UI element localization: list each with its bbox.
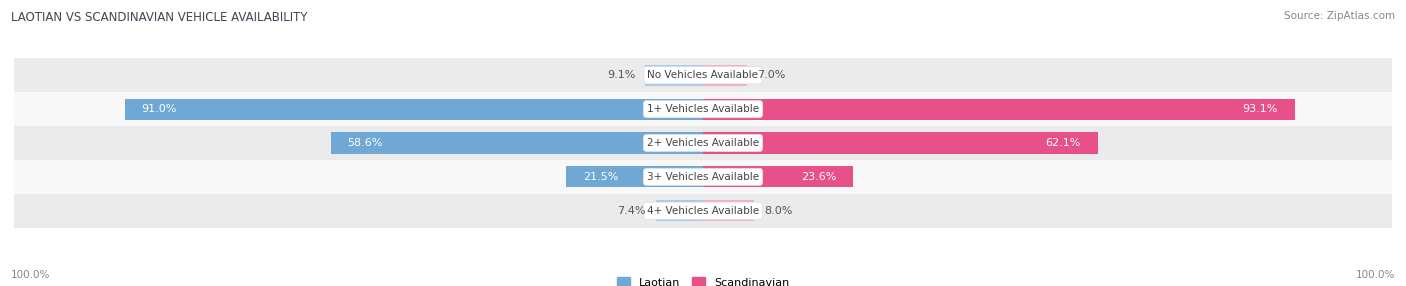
Bar <box>703 132 1098 154</box>
Text: 100.0%: 100.0% <box>11 270 51 280</box>
FancyBboxPatch shape <box>14 92 1392 126</box>
Text: 7.0%: 7.0% <box>758 70 786 80</box>
Bar <box>330 132 703 154</box>
Text: 1+ Vehicles Available: 1+ Vehicles Available <box>647 104 759 114</box>
Text: 3+ Vehicles Available: 3+ Vehicles Available <box>647 172 759 182</box>
Bar <box>125 99 703 120</box>
Text: 21.5%: 21.5% <box>583 172 619 182</box>
FancyBboxPatch shape <box>14 126 1392 160</box>
Bar <box>703 99 1295 120</box>
Text: 7.4%: 7.4% <box>617 206 645 216</box>
Bar <box>567 166 703 187</box>
Legend: Laotian, Scandinavian: Laotian, Scandinavian <box>617 277 789 286</box>
FancyBboxPatch shape <box>14 160 1392 194</box>
Bar <box>645 65 703 86</box>
Text: Source: ZipAtlas.com: Source: ZipAtlas.com <box>1284 11 1395 21</box>
Bar <box>703 200 754 221</box>
Bar <box>703 166 853 187</box>
FancyBboxPatch shape <box>14 58 1392 92</box>
Text: 100.0%: 100.0% <box>1355 270 1395 280</box>
Text: 9.1%: 9.1% <box>607 70 636 80</box>
Bar <box>657 200 703 221</box>
Text: 93.1%: 93.1% <box>1243 104 1278 114</box>
Text: 8.0%: 8.0% <box>763 206 792 216</box>
Text: 4+ Vehicles Available: 4+ Vehicles Available <box>647 206 759 216</box>
Text: 62.1%: 62.1% <box>1046 138 1081 148</box>
Text: 58.6%: 58.6% <box>347 138 382 148</box>
Bar <box>703 65 748 86</box>
Text: No Vehicles Available: No Vehicles Available <box>648 70 758 80</box>
Text: LAOTIAN VS SCANDINAVIAN VEHICLE AVAILABILITY: LAOTIAN VS SCANDINAVIAN VEHICLE AVAILABI… <box>11 11 308 24</box>
Text: 91.0%: 91.0% <box>142 104 177 114</box>
Text: 2+ Vehicles Available: 2+ Vehicles Available <box>647 138 759 148</box>
Text: 23.6%: 23.6% <box>801 172 837 182</box>
FancyBboxPatch shape <box>14 194 1392 228</box>
